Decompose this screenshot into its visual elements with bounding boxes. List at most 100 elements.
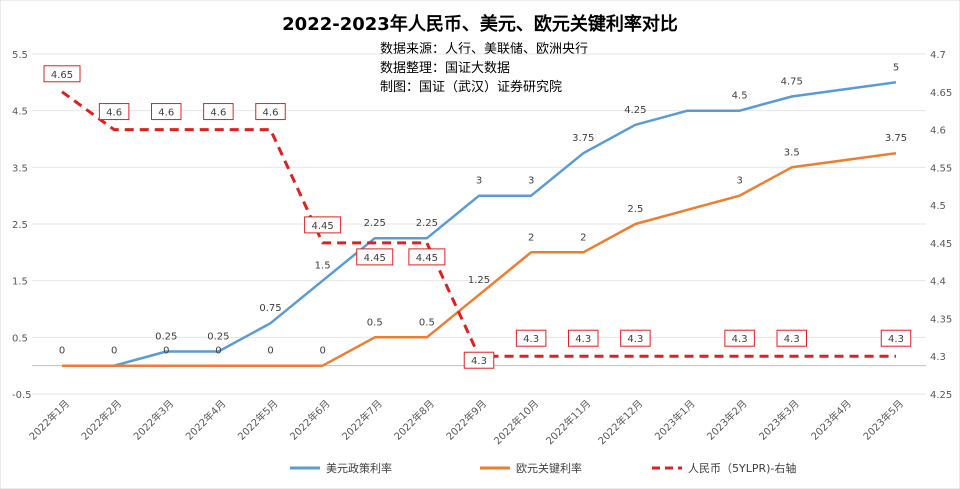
- cny-label-box: [620, 329, 651, 347]
- series-line-0: [62, 81, 897, 367]
- chart-compiler-line: 数据整理：国证大数据: [380, 61, 510, 76]
- cny-label-text: 4.45: [311, 221, 333, 232]
- cny-label-text: 4.6: [263, 108, 279, 119]
- right-axis-tick: 4.5: [930, 201, 946, 212]
- legend-item-2: 人民币（5YLPR)-右轴: [652, 461, 796, 475]
- cny-data-label: 4.3: [724, 329, 755, 347]
- usd-data-label: 3.75: [572, 133, 594, 144]
- right-axis-tick: 4.3: [930, 352, 946, 363]
- cny-label-text: 4.3: [627, 334, 643, 345]
- cny-label-text: 4.3: [523, 334, 539, 345]
- eur-data-label: 0: [215, 346, 221, 357]
- cny-label-text: 4.3: [471, 356, 487, 367]
- cny-label-text: 4.6: [210, 108, 226, 119]
- legend-item-0: 美元政策利率: [290, 461, 392, 475]
- usd-data-label: 2.25: [364, 218, 386, 229]
- usd-data-label: 3: [476, 176, 482, 187]
- right-axis-tick: 4.4: [930, 277, 946, 288]
- cny-data-label: 4.3: [620, 329, 651, 347]
- cny-data-label: 4.6: [255, 103, 286, 121]
- usd-data-label: 2.25: [416, 218, 438, 229]
- right-axis-tick: 4.7: [930, 50, 946, 61]
- eur-data-label: 3: [736, 176, 742, 187]
- eur-data-label: 2: [528, 232, 534, 243]
- right-axis-tick: 4.55: [930, 163, 952, 174]
- cny-label-text: 4.3: [888, 334, 904, 345]
- eur-data-label: 3.75: [885, 133, 907, 144]
- usd-data-label: 5: [893, 62, 899, 73]
- chart-title: 2022-2023年人民币、美元、欧元关键利率对比: [282, 13, 678, 35]
- cny-data-label: 4.6: [98, 103, 130, 121]
- left-axis-tick: 5.5: [12, 50, 28, 61]
- usd-data-label: 4.25: [624, 105, 646, 116]
- right-axis-tick: 4.35: [930, 314, 952, 325]
- eur-data-label: 0: [267, 346, 273, 357]
- usd-data-label: 0.25: [155, 332, 177, 343]
- cny-label-box: [463, 351, 495, 369]
- cny-data-label: 4.3: [463, 351, 495, 369]
- cny-label-text: 4.6: [106, 108, 122, 119]
- eur-data-label: 2: [580, 232, 586, 243]
- cny-label-box: [151, 103, 182, 121]
- cny-label-box: [515, 329, 547, 347]
- cny-label-box: [43, 65, 81, 83]
- legend-label: 美元政策利率: [326, 461, 392, 475]
- series-line-1: [62, 151, 897, 367]
- cny-label-box: [408, 248, 446, 266]
- legend: 美元政策利率 欧元关键利率 人民币（5YLPR)-右轴: [290, 461, 796, 475]
- legend-item-1: 欧元关键利率: [480, 461, 582, 475]
- cny-label-text: 4.45: [416, 253, 438, 264]
- left-axis-tick: 0.5: [12, 333, 28, 344]
- legend-label: 欧元关键利率: [516, 461, 582, 475]
- cny-label-box: [776, 329, 807, 347]
- cny-data-label: 4.3: [880, 329, 912, 347]
- cny-label-box: [255, 103, 286, 121]
- cny-label-text: 4.3: [784, 334, 800, 345]
- usd-data-label: 1.5: [315, 261, 331, 272]
- cny-label-box: [568, 329, 599, 347]
- right-axis-tick: 4.65: [930, 88, 952, 99]
- cny-data-label: 4.3: [776, 329, 807, 347]
- left-axis-tick: 3.5: [12, 163, 28, 174]
- right-axis-tick: 4.6: [930, 126, 946, 137]
- usd-data-label: 0.25: [207, 332, 229, 343]
- cny-label-box: [304, 216, 342, 234]
- chart-author-line: 制图：国证（武汉）证券研究院: [380, 79, 562, 95]
- right-axis-tick: 4.45: [930, 239, 952, 250]
- cny-data-label: 4.45: [408, 248, 446, 266]
- cny-data-label: 4.3: [515, 329, 547, 347]
- cny-data-label: 4.6: [203, 103, 234, 121]
- cny-label-box: [98, 103, 130, 121]
- cny-data-label: 4.6: [151, 103, 182, 121]
- eur-data-label: 3.5: [784, 147, 800, 158]
- cny-label-text: 4.45: [364, 253, 386, 264]
- cny-label-box: [880, 329, 912, 347]
- usd-data-label: 4.75: [781, 77, 803, 88]
- left-axis-tick: 2.5: [12, 220, 28, 231]
- eur-data-label: 0: [319, 346, 325, 357]
- cny-data-label: 4.45: [356, 248, 394, 266]
- cny-data-label: 4.45: [304, 216, 342, 234]
- eur-data-label: 2.5: [627, 204, 643, 215]
- left-axis-tick: -0.5: [12, 390, 32, 401]
- cny-label-box: [203, 103, 234, 121]
- data-labels: 0 0 0.25 0.25 0.75 1.5 2.25 2.25 3 3 3.75 4.25 4.5 4.…: [43, 62, 912, 369]
- usd-data-label: 3: [528, 176, 534, 187]
- eur-data-label: 0.5: [367, 317, 383, 328]
- usd-data-label: 0: [111, 346, 117, 357]
- eur-data-label: 1.25: [468, 275, 490, 286]
- eur-data-label: 0.5: [419, 317, 435, 328]
- eur-data-label: 0: [163, 346, 169, 357]
- cny-data-label: 4.3: [568, 329, 599, 347]
- cny-label-box: [724, 329, 755, 347]
- cny-label-text: 4.3: [575, 334, 591, 345]
- cny-label-text: 4.6: [158, 108, 174, 119]
- usd-data-label: 4.5: [732, 91, 748, 102]
- cny-label-text: 4.3: [732, 334, 748, 345]
- chart-source-line: 数据来源：人行、美联储、欧洲央行: [380, 42, 588, 57]
- usd-data-label: 0: [59, 346, 65, 357]
- cny-label-text: 4.65: [51, 70, 73, 81]
